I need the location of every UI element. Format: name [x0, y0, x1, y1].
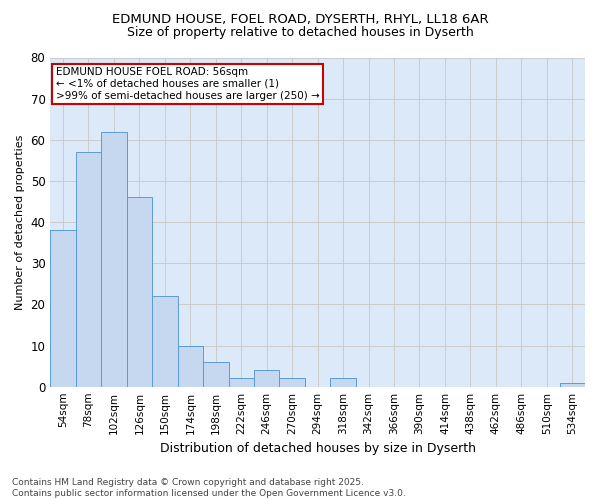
Y-axis label: Number of detached properties: Number of detached properties: [15, 134, 25, 310]
Bar: [152, 296, 178, 386]
Bar: [254, 370, 280, 386]
Text: EDMUND HOUSE FOEL ROAD: 56sqm
← <1% of detached houses are smaller (1)
>99% of s: EDMUND HOUSE FOEL ROAD: 56sqm ← <1% of d…: [56, 68, 319, 100]
Bar: [203, 362, 229, 386]
X-axis label: Distribution of detached houses by size in Dyserth: Distribution of detached houses by size …: [160, 442, 476, 455]
Bar: [229, 378, 254, 386]
Bar: [127, 198, 152, 386]
Bar: [280, 378, 305, 386]
Bar: [50, 230, 76, 386]
Bar: [560, 382, 585, 386]
Text: Size of property relative to detached houses in Dyserth: Size of property relative to detached ho…: [127, 26, 473, 39]
Bar: [101, 132, 127, 386]
Text: EDMUND HOUSE, FOEL ROAD, DYSERTH, RHYL, LL18 6AR: EDMUND HOUSE, FOEL ROAD, DYSERTH, RHYL, …: [112, 12, 488, 26]
Bar: [76, 152, 101, 386]
Bar: [178, 346, 203, 387]
Text: Contains HM Land Registry data © Crown copyright and database right 2025.
Contai: Contains HM Land Registry data © Crown c…: [12, 478, 406, 498]
Bar: [331, 378, 356, 386]
